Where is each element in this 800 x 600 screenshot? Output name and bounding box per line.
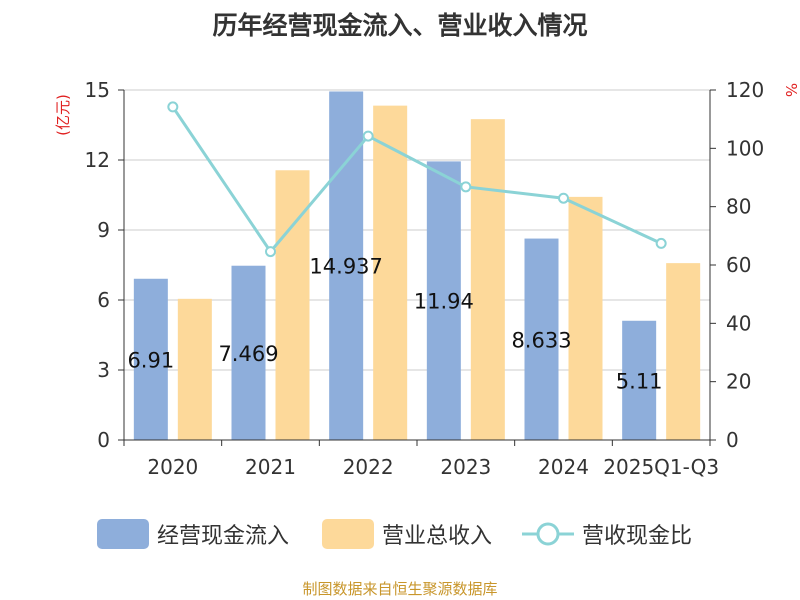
legend-item-ratio[interactable]: 营收现金比 <box>522 516 692 552</box>
bar-revenue <box>666 263 701 440</box>
ratio-point <box>362 130 374 142</box>
ratio-polyline <box>171 106 662 255</box>
right-tick-label: 60 <box>726 253 751 277</box>
bar-cash-inflow <box>426 161 461 440</box>
bar-cash-inflow <box>524 238 559 440</box>
legend-swatch-cash-inflow <box>97 519 149 549</box>
legend-label-cash-inflow: 经营现金流入 <box>157 524 290 549</box>
data-labels: 6.91 7.469 14.937 11.94 8.633 5.11 <box>127 255 662 394</box>
x-tick-label: 2023 <box>440 455 491 479</box>
legend-swatch-ratio <box>522 522 574 546</box>
legend-item-cash-inflow[interactable]: 经营现金流入 <box>97 516 289 552</box>
right-tick-label: 100 <box>726 136 764 160</box>
chart-title: 历年经营现金流入、营业收入情况 <box>212 11 588 40</box>
right-axis-label: % <box>782 83 800 97</box>
left-tick-label: 0 <box>97 428 110 452</box>
data-label-cash-inflow: 8.633 <box>511 328 571 352</box>
left-tick-label: 12 <box>85 148 110 172</box>
data-label-cash-inflow: 5.11 <box>616 369 663 393</box>
grid-lines <box>124 89 710 371</box>
x-tick-label: 2024 <box>538 455 589 479</box>
left-tick-label: 9 <box>97 218 110 242</box>
bars <box>133 91 701 441</box>
ratio-point <box>460 181 472 193</box>
bar-revenue <box>470 119 505 441</box>
data-label-cash-inflow: 7.469 <box>218 342 278 366</box>
data-label-cash-inflow: 6.91 <box>127 348 174 372</box>
data-label-cash-inflow: 14.937 <box>309 255 382 279</box>
ratio-point <box>167 101 179 113</box>
bar-revenue <box>373 105 408 440</box>
bar-cash-inflow <box>231 265 266 440</box>
x-tick-label: 2022 <box>343 455 394 479</box>
bar-cash-inflow <box>133 278 168 440</box>
bar-cash-inflow <box>622 320 657 440</box>
left-axis-label: (亿元) <box>54 94 72 136</box>
right-tick-label: 80 <box>726 195 751 219</box>
bar-revenue <box>275 170 310 440</box>
right-tick-label: 40 <box>726 311 751 335</box>
bar-revenue <box>177 298 212 440</box>
data-label-cash-inflow: 11.94 <box>414 290 474 314</box>
bar-revenue <box>568 196 603 440</box>
ratio-point <box>655 237 667 249</box>
right-tick-label: 20 <box>726 370 751 394</box>
left-tick-label: 3 <box>97 358 110 382</box>
left-tick-label: 6 <box>97 288 110 312</box>
right-tick-label: 0 <box>726 428 739 452</box>
legend-label-revenue: 营业总收入 <box>382 524 493 549</box>
ratio-line <box>167 101 667 258</box>
ratio-point <box>265 246 276 258</box>
x-tick-label: 2020 <box>147 455 198 479</box>
left-tick-label: 15 <box>85 78 110 102</box>
tick-labels: 0 3 6 9 12 15 0 20 40 60 80 100 120 2020 2021 2022 2023 2… <box>85 78 765 479</box>
right-tick-label: 120 <box>726 78 764 102</box>
x-tick-label: 2021 <box>245 455 296 479</box>
ratio-point <box>558 192 569 204</box>
legend-label-ratio: 营收现金比 <box>582 524 693 549</box>
legend-item-revenue[interactable]: 营业总收入 <box>322 516 492 552</box>
legend-swatch-revenue <box>322 519 374 549</box>
legend: 经营现金流入 营业总收入 营收现金比 <box>0 516 800 552</box>
source-note: 制图数据来自恒生聚源数据库 <box>302 580 498 598</box>
x-tick-label: 2025Q1-Q3 <box>603 455 719 479</box>
